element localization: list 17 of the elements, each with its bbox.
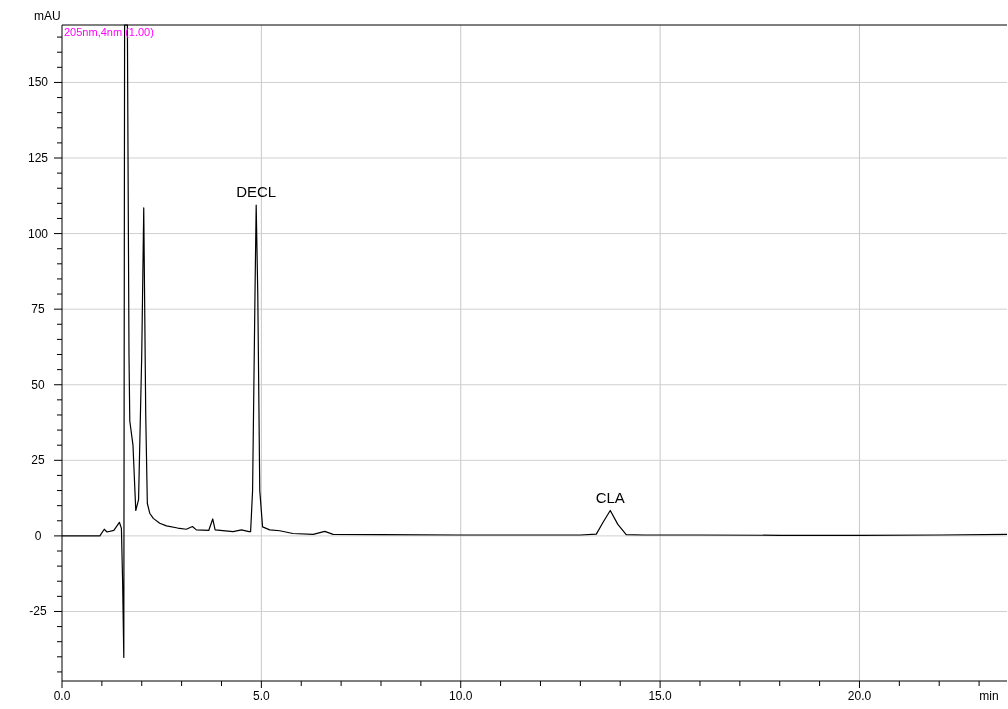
x-axis-title: min xyxy=(979,689,999,703)
y-tick-label: 125 xyxy=(27,151,49,166)
y-tick-label: 0 xyxy=(34,528,42,543)
y-tick-label: 50 xyxy=(31,377,45,392)
x-tick-label: 10.0 xyxy=(449,689,473,703)
x-tick-label: 5.0 xyxy=(253,689,271,703)
y-tick-label: 25 xyxy=(31,453,45,468)
y-tick-label: 75 xyxy=(31,302,45,317)
y-tick-label: 150 xyxy=(27,75,49,90)
x-tick-label: 20.0 xyxy=(847,689,872,703)
annotation: DECL xyxy=(236,183,277,201)
y-axis-title: mAU xyxy=(34,9,61,23)
x-tick-label: 0.0 xyxy=(53,689,71,703)
x-tick-label: 15.0 xyxy=(648,689,673,703)
annotation: CLA xyxy=(595,488,625,506)
y-tick-label: -25 xyxy=(29,604,47,619)
y-tick-label: 100 xyxy=(27,226,49,241)
